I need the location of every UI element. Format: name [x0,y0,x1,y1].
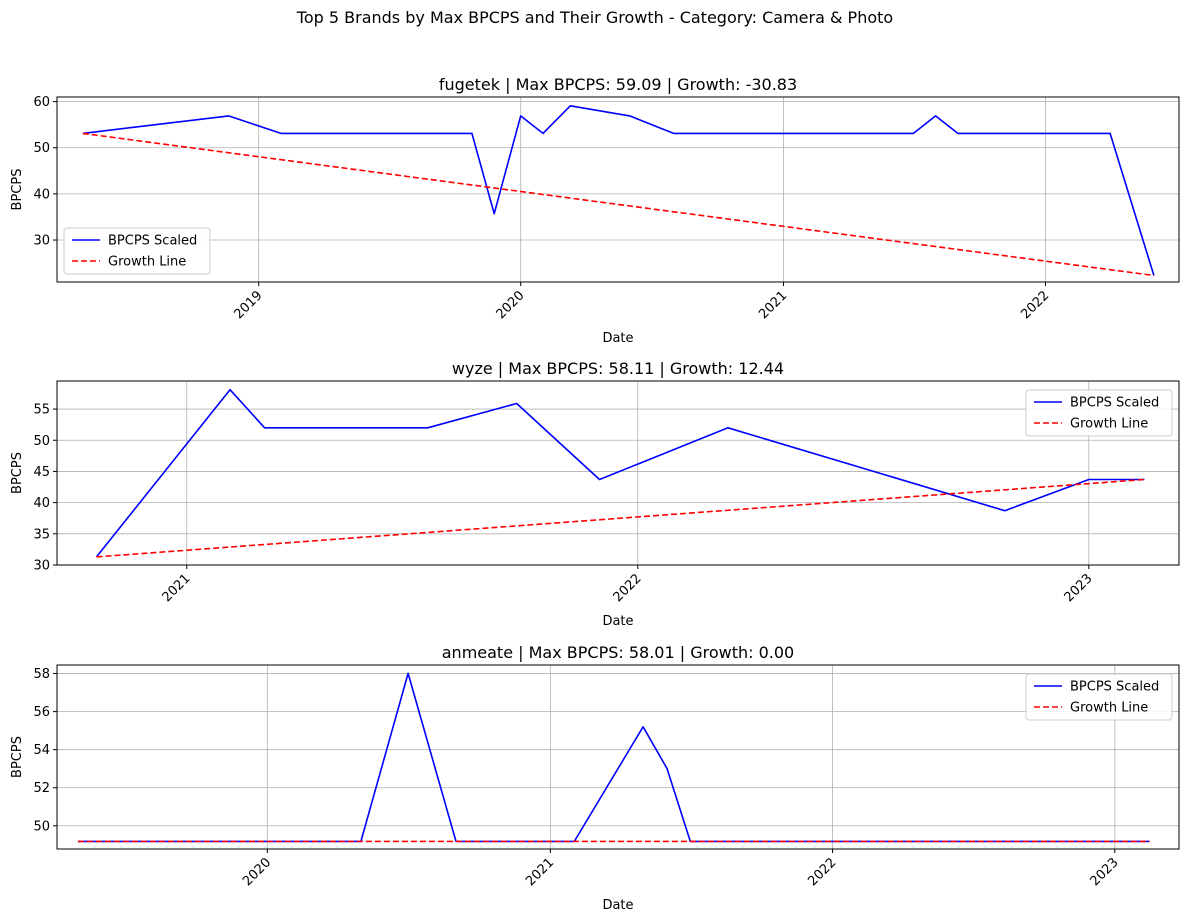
y-tick-label: 55 [33,403,50,418]
y-tick-label: 40 [33,187,50,202]
legend-box [1025,673,1173,721]
x-tick-label: 2020 [494,288,528,322]
y-tick-label: 52 [33,781,50,796]
bpcps-line [77,672,1150,843]
bpcps-line [82,105,1155,276]
legend-box [1025,389,1173,437]
y-tick-label: 54 [33,743,50,758]
x-axis-label: Date [602,331,633,346]
x-tick-label: 2021 [756,288,790,322]
y-tick-label: 35 [33,527,50,542]
bpcps-line [95,388,1145,558]
axes-frame [56,96,1180,283]
legend-label: BPCPS Scaled [1070,396,1159,411]
y-axis-label: BPCPS [10,736,25,778]
x-tick-label: 2021 [160,571,194,605]
x-tick-label: 2021 [523,855,557,889]
y-tick-label: 30 [33,559,50,574]
legend-label: Growth Line [1070,417,1148,432]
y-tick-label: 40 [33,496,50,511]
figure-title: Top 5 Brands by Max BPCPS and Their Grow… [296,8,893,27]
growth-line [96,478,1145,558]
legend-label: BPCPS Scaled [108,234,197,249]
x-tick-label: 2022 [805,855,839,889]
subplot-1: 2019 2020 2021 2022 30 40 50 60 fugetek | Max BP… [10,75,1180,346]
legend-label: Growth Line [1070,701,1148,716]
y-tick-label: 50 [33,434,50,449]
axes-frame [56,664,1180,850]
y-tick-label: 30 [33,234,50,249]
growth-line [82,132,1155,277]
subplot-title: anmeate | Max BPCPS: 58.01 | Growth: 0.0… [442,643,794,662]
legend-box [63,227,211,275]
subplot-title: fugetek | Max BPCPS: 59.09 | Growth: -30… [439,75,797,94]
legend: BPCPS Scaled Growth Line [1025,673,1173,721]
axes-frame [56,380,1180,566]
subplot-3: 2020 2021 2022 2023 50 52 54 56 58 anmeate | Max … [10,643,1180,913]
x-tick-label: 2020 [240,855,274,889]
x-tick-label: 2023 [1062,571,1096,605]
legend-label: BPCPS Scaled [1070,680,1159,695]
y-tick-label: 60 [33,95,50,110]
x-tick-label: 2022 [1018,288,1052,322]
y-axis-label: BPCPS [10,452,25,494]
y-tick-label: 50 [33,141,50,156]
x-axis-label: Date [602,614,633,629]
x-tick-label: 2019 [232,288,266,322]
x-tick-label: 2022 [611,571,645,605]
y-axis-label: BPCPS [10,169,25,211]
y-tick-label: 58 [33,667,50,682]
subplot-2: 2021 2022 2023 30 35 40 45 50 55 wyze | Max BPCPS… [10,359,1180,629]
y-tick-label: 56 [33,705,50,720]
x-tick-label: 2023 [1088,855,1122,889]
y-tick-label: 50 [33,819,50,834]
legend: BPCPS Scaled Growth Line [63,227,211,275]
y-tick-label: 45 [33,465,50,480]
legend-label: Growth Line [108,255,186,270]
x-axis-label: Date [602,898,633,913]
subplot-title: wyze | Max BPCPS: 58.11 | Growth: 12.44 [452,359,784,378]
legend: BPCPS Scaled Growth Line [1025,389,1173,437]
